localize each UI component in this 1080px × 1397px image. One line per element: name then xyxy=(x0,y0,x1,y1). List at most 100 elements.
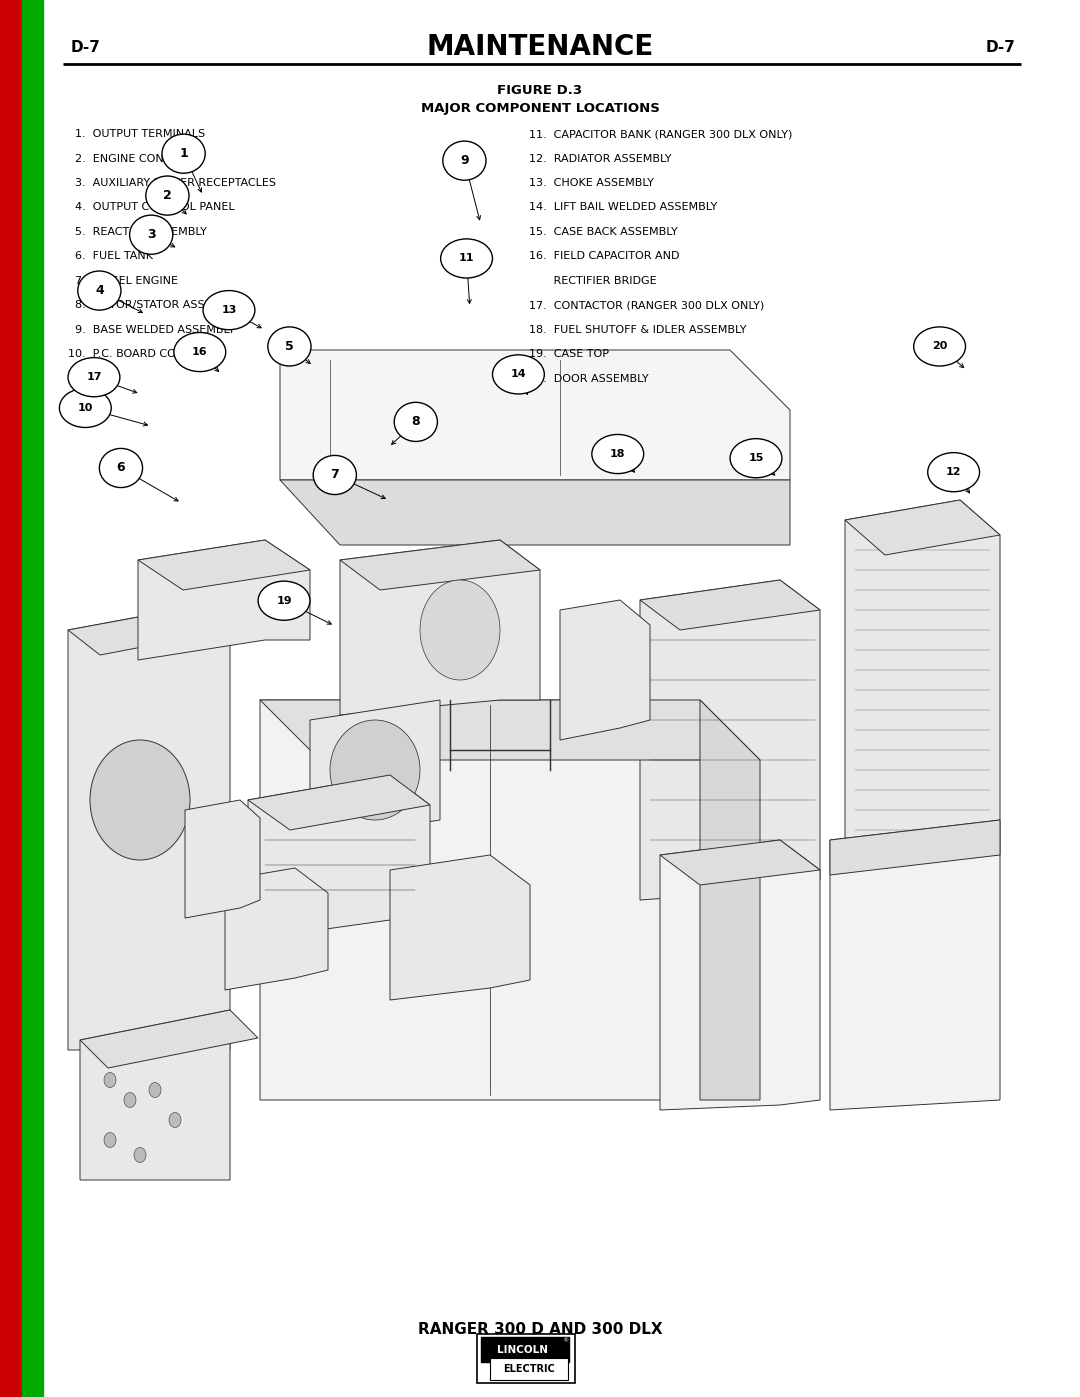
Polygon shape xyxy=(248,775,430,830)
Polygon shape xyxy=(660,840,820,886)
Polygon shape xyxy=(260,700,760,1099)
Text: 5: 5 xyxy=(285,339,294,353)
Polygon shape xyxy=(640,580,820,630)
Ellipse shape xyxy=(443,141,486,180)
Text: 17: 17 xyxy=(86,372,102,383)
Ellipse shape xyxy=(330,719,420,820)
Polygon shape xyxy=(280,351,789,481)
Polygon shape xyxy=(390,855,530,1000)
Text: Return to Section TOC: Return to Section TOC xyxy=(6,434,15,531)
Text: Return to Master TOC: Return to Master TOC xyxy=(28,563,37,657)
Text: Return to Master TOC: Return to Master TOC xyxy=(28,898,37,992)
Text: 14: 14 xyxy=(511,369,526,380)
Ellipse shape xyxy=(441,239,492,278)
Text: 1: 1 xyxy=(179,147,188,161)
Polygon shape xyxy=(225,868,328,990)
Polygon shape xyxy=(340,541,540,715)
Text: 13.  CHOKE ASSEMBLY: 13. CHOKE ASSEMBLY xyxy=(529,177,654,189)
Text: 12.  RADIATOR ASSEMBLY: 12. RADIATOR ASSEMBLY xyxy=(529,154,672,163)
Text: 20: 20 xyxy=(932,341,947,352)
Text: 10.  P.C. BOARD COVER: 10. P.C. BOARD COVER xyxy=(68,349,198,359)
Text: 13: 13 xyxy=(221,305,237,316)
Bar xyxy=(477,1334,575,1383)
Polygon shape xyxy=(80,1010,230,1180)
Ellipse shape xyxy=(104,1073,116,1087)
Text: 4.  OUTPUT CONTROL PANEL: 4. OUTPUT CONTROL PANEL xyxy=(68,203,234,212)
Ellipse shape xyxy=(420,580,500,680)
Text: MAJOR COMPONENT LOCATIONS: MAJOR COMPONENT LOCATIONS xyxy=(420,102,660,116)
Text: D-7: D-7 xyxy=(985,41,1015,54)
Text: 11.  CAPACITOR BANK (RANGER 300 DLX ONLY): 11. CAPACITOR BANK (RANGER 300 DLX ONLY) xyxy=(529,129,793,140)
Text: 11: 11 xyxy=(459,253,474,264)
Ellipse shape xyxy=(134,1147,146,1162)
Ellipse shape xyxy=(78,271,121,310)
Text: ELECTRIC: ELECTRIC xyxy=(503,1363,555,1375)
Text: 3.  AUXILIARY POWER RECEPTACLES: 3. AUXILIARY POWER RECEPTACLES xyxy=(68,177,276,189)
Text: MAINTENANCE: MAINTENANCE xyxy=(427,34,653,61)
Polygon shape xyxy=(831,820,1000,875)
Ellipse shape xyxy=(313,455,356,495)
Polygon shape xyxy=(700,700,760,1099)
Text: 18: 18 xyxy=(610,448,625,460)
Ellipse shape xyxy=(149,1083,161,1098)
Text: Return to Section TOC: Return to Section TOC xyxy=(6,1133,15,1229)
Text: RECTIFIER BRIDGE: RECTIFIER BRIDGE xyxy=(529,275,657,286)
Polygon shape xyxy=(68,599,230,1051)
Text: 7: 7 xyxy=(330,468,339,482)
Ellipse shape xyxy=(592,434,644,474)
Polygon shape xyxy=(845,500,1000,855)
Text: 5.  REACTOR ASSEMBLY: 5. REACTOR ASSEMBLY xyxy=(68,226,207,237)
Ellipse shape xyxy=(130,215,173,254)
Text: D-7: D-7 xyxy=(70,41,100,54)
Ellipse shape xyxy=(492,355,544,394)
Ellipse shape xyxy=(124,1092,136,1108)
Ellipse shape xyxy=(203,291,255,330)
Ellipse shape xyxy=(268,327,311,366)
Polygon shape xyxy=(660,840,820,1111)
Text: 8.  ROTOR/STATOR ASSEMBLY: 8. ROTOR/STATOR ASSEMBLY xyxy=(68,300,241,310)
Text: 10: 10 xyxy=(78,402,93,414)
Polygon shape xyxy=(340,541,540,590)
Text: Return to Master TOC: Return to Master TOC xyxy=(28,1234,37,1327)
Text: LINCOLN: LINCOLN xyxy=(497,1344,549,1355)
Ellipse shape xyxy=(914,327,966,366)
Text: 16: 16 xyxy=(192,346,207,358)
Text: 3: 3 xyxy=(147,228,156,242)
Text: FIGURE D.3: FIGURE D.3 xyxy=(498,84,582,98)
Polygon shape xyxy=(260,700,760,760)
Text: Return to Section TOC: Return to Section TOC xyxy=(6,770,15,866)
Ellipse shape xyxy=(59,388,111,427)
Ellipse shape xyxy=(104,1133,116,1147)
Text: 9.  BASE WELDED ASSEMBLY: 9. BASE WELDED ASSEMBLY xyxy=(68,324,235,335)
Ellipse shape xyxy=(928,453,980,492)
Text: 14.  LIFT BAIL WELDED ASSEMBLY: 14. LIFT BAIL WELDED ASSEMBLY xyxy=(529,203,717,212)
Polygon shape xyxy=(640,580,820,900)
Text: 6.  FUEL TANK: 6. FUEL TANK xyxy=(68,251,153,261)
Ellipse shape xyxy=(68,358,120,397)
Text: 12: 12 xyxy=(946,467,961,478)
Text: 18.  FUEL SHUTOFF & IDLER ASSEMBLY: 18. FUEL SHUTOFF & IDLER ASSEMBLY xyxy=(529,324,746,335)
Text: 2: 2 xyxy=(163,189,172,203)
Bar xyxy=(481,1337,569,1362)
Ellipse shape xyxy=(730,439,782,478)
Polygon shape xyxy=(68,599,258,655)
Text: 6: 6 xyxy=(117,461,125,475)
Text: 19: 19 xyxy=(276,595,292,606)
Text: 17.  CONTACTOR (RANGER 300 DLX ONLY): 17. CONTACTOR (RANGER 300 DLX ONLY) xyxy=(529,300,765,310)
Polygon shape xyxy=(310,700,440,840)
Text: 20.  DOOR ASSEMBLY: 20. DOOR ASSEMBLY xyxy=(529,373,649,384)
Polygon shape xyxy=(561,599,650,740)
Ellipse shape xyxy=(168,1112,181,1127)
Text: Return to Section TOC: Return to Section TOC xyxy=(6,99,15,196)
Text: 2.  ENGINE CONTROLS: 2. ENGINE CONTROLS xyxy=(68,154,201,163)
Ellipse shape xyxy=(258,581,310,620)
Polygon shape xyxy=(280,481,789,545)
Ellipse shape xyxy=(394,402,437,441)
Polygon shape xyxy=(80,1010,258,1067)
Ellipse shape xyxy=(174,332,226,372)
Polygon shape xyxy=(248,775,430,940)
Text: 19.  CASE TOP: 19. CASE TOP xyxy=(529,349,609,359)
Ellipse shape xyxy=(146,176,189,215)
Text: 8: 8 xyxy=(411,415,420,429)
Text: 9: 9 xyxy=(460,154,469,168)
